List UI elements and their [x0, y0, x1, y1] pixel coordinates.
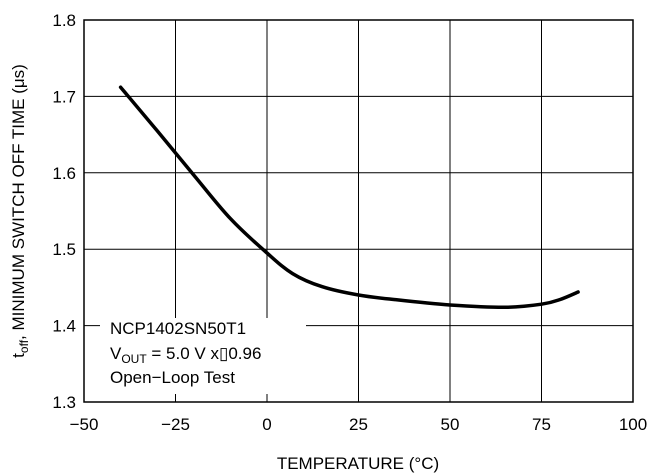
y-tick-label: 1.7: [52, 87, 76, 106]
x-tick-label: −25: [161, 415, 190, 434]
y-axis-title: toff, MINIMUM SWITCH OFF TIME (μs): [9, 64, 31, 358]
x-axis-title: TEMPERATURE (°C): [277, 454, 439, 473]
x-tick-label: 0: [262, 415, 271, 434]
y-tick-label: 1.5: [52, 240, 76, 259]
x-tick-label: 50: [441, 415, 460, 434]
series-group: [118, 85, 580, 310]
plot-frame: [83, 19, 634, 403]
y-tick-labels: 1.3 1.4 1.5 1.6 1.7 1.8: [52, 11, 76, 412]
x-tick-label: −50: [70, 415, 99, 434]
y-tick-label: 1.3: [52, 393, 76, 412]
x-tick-label: 100: [619, 415, 647, 434]
vout-v: V: [110, 344, 122, 363]
grid: [84, 20, 633, 402]
y-tick-label: 1.6: [52, 164, 76, 183]
y-axis-title-rest: , MINIMUM SWITCH OFF TIME (μs): [9, 64, 28, 340]
y-axis-title-sub: off: [17, 339, 31, 353]
annotation: NCP1402SN50T1 VOUT = 5.0 V x▯0.96 Open−L…: [100, 318, 306, 394]
x-tick-labels: −50 −25 0 25 50 75 100: [70, 415, 648, 434]
x-tick-label: 75: [532, 415, 551, 434]
y-tick-label: 1.8: [52, 11, 76, 30]
annotation-background: [100, 318, 306, 394]
y-tick-label: 1.4: [52, 317, 76, 336]
vout-sub: OUT: [121, 352, 147, 366]
annotation-vout: VOUT = 5.0 V x▯0.96: [110, 344, 261, 366]
annotation-device: NCP1402SN50T1: [110, 319, 246, 338]
series-line: [118, 85, 580, 310]
annotation-test: Open−Loop Test: [110, 368, 235, 387]
y-axis-title-t: t: [9, 353, 28, 358]
vout-value: = 5.0 V x▯0.96: [147, 344, 262, 363]
x-tick-label: 25: [349, 415, 368, 434]
